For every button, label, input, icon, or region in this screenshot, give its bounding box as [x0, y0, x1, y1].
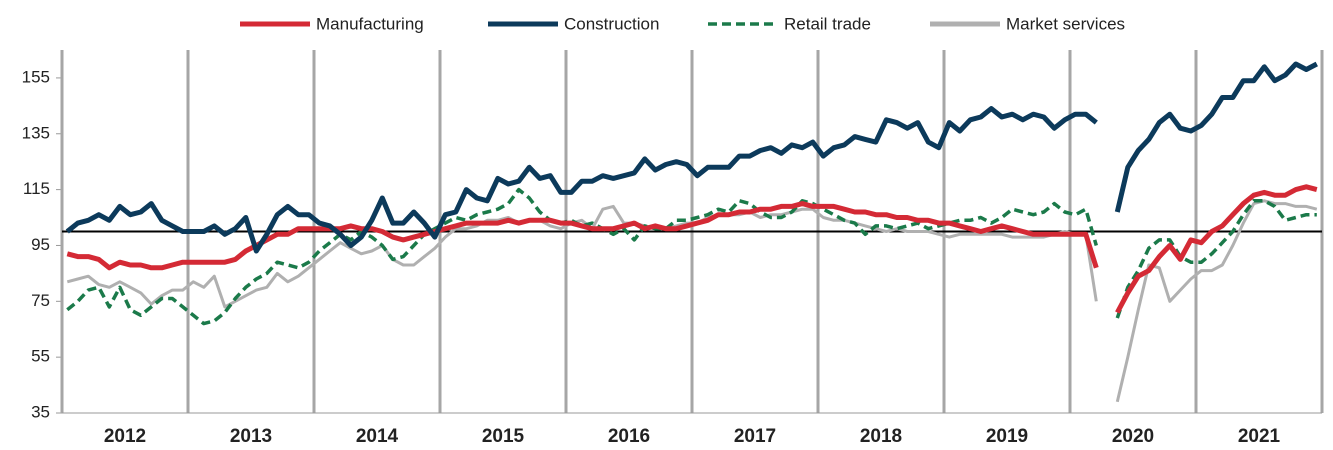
series-line [65, 61, 1318, 254]
legend-label: Construction [564, 14, 659, 33]
x-tick-label: 2012 [104, 426, 146, 447]
x-tick-label: 2017 [734, 426, 776, 447]
legend-label: Retail trade [784, 14, 871, 33]
y-tick-label: 135 [22, 123, 50, 142]
y-tick-label: 35 [31, 402, 50, 421]
x-tick-label: 2016 [608, 426, 650, 447]
y-tick-label: 155 [22, 67, 50, 86]
series-line [66, 184, 1318, 314]
y-tick-label: 55 [31, 347, 50, 366]
x-tick-label: 2020 [1112, 426, 1154, 447]
legend-label: Market services [1006, 14, 1125, 33]
legend-label: Manufacturing [316, 14, 424, 33]
y-tick-label: 115 [23, 179, 50, 198]
x-tick-label: 2018 [860, 426, 902, 447]
x-tick-label: 2013 [230, 426, 272, 447]
x-tick-label: 2014 [356, 426, 399, 447]
x-tick-label: 2015 [482, 426, 525, 447]
y-tick-label: 95 [31, 235, 50, 254]
x-tick-label: 2019 [986, 426, 1028, 447]
series-line [66, 187, 1317, 326]
y-tick-label: 75 [31, 291, 50, 310]
x-tick-label: 2021 [1238, 426, 1281, 447]
